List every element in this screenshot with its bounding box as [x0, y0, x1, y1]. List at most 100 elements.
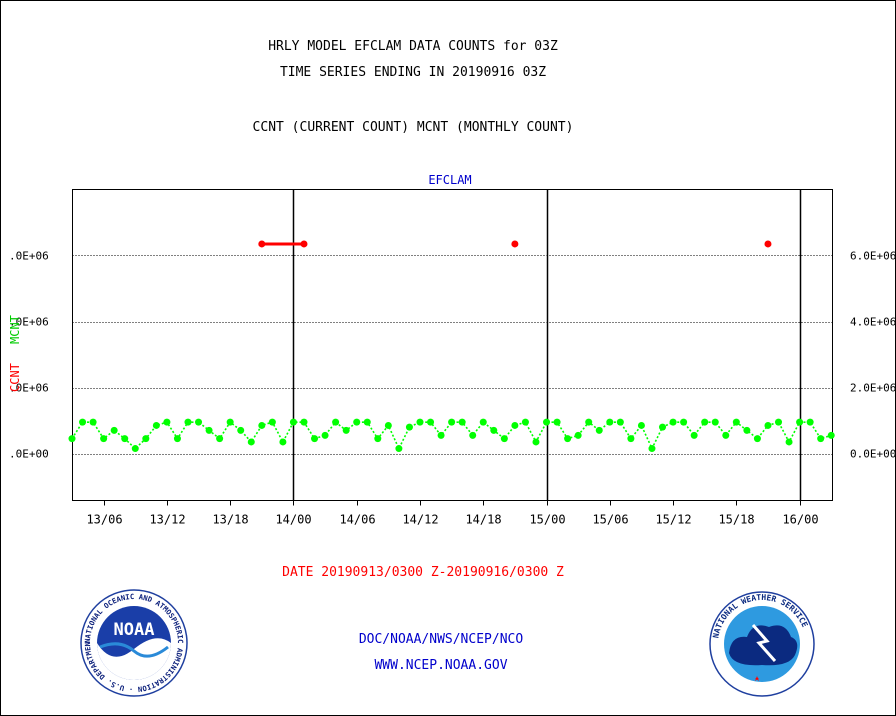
mcnt-point — [332, 418, 340, 426]
mcnt-point — [690, 431, 698, 439]
x-tick-label: 14/18 — [465, 513, 501, 527]
mcnt-point — [585, 418, 593, 426]
mcnt-point — [68, 435, 76, 443]
mcnt-point — [511, 421, 519, 429]
mcnt-point — [543, 418, 551, 426]
noaa-logo: NOAA NATIONAL OCEANIC AND ATMOSPHERIC AD… — [80, 589, 188, 697]
mcnt-point — [574, 431, 582, 439]
mcnt-point — [205, 426, 213, 434]
ccnt-point — [511, 240, 519, 248]
mcnt-point — [490, 426, 498, 434]
mcnt-point — [353, 418, 361, 426]
mcnt-point — [785, 438, 793, 446]
y-tick-label-left: .0E+06 — [9, 382, 49, 395]
mcnt-point — [311, 435, 319, 443]
y-axis-right: 0.0E+00 2.0E+06 4.0E+06 6.0E+06 — [850, 250, 896, 461]
mcnt-point — [363, 418, 371, 426]
y-tick-label-right: 6.0E+06 — [850, 250, 896, 263]
ccnt-point — [764, 240, 772, 248]
x-axis: 13/06 13/12 13/18 14/00 14/06 14/12 14/18 15/00… — [86, 500, 819, 527]
mcnt-point — [427, 418, 435, 426]
y-tick-label-left: .0E+06 — [9, 316, 49, 329]
mcnt-point — [458, 418, 466, 426]
mcnt-line — [71, 420, 832, 451]
ccnt-series — [258, 240, 772, 248]
mcnt-point — [732, 418, 740, 426]
ccnt-point — [300, 240, 308, 248]
org-line: DOC/NOAA/NWS/NCEP/NCO — [358, 632, 524, 647]
mcnt-point — [374, 435, 382, 443]
noaa-logo-text: NOAA — [114, 620, 155, 640]
mcnt-point — [753, 435, 761, 443]
x-tick-label: 14/12 — [402, 513, 438, 527]
x-tick-label: 15/00 — [529, 513, 565, 527]
y-axis-label-ccnt: CCNT — [8, 363, 22, 392]
x-tick-label: 14/00 — [275, 513, 311, 527]
mcnt-point — [437, 431, 445, 439]
mcnt-point — [711, 418, 719, 426]
mcnt-point — [564, 435, 572, 443]
y-axis-left: .0E+00 .0E+06 .0E+06 .0E+06 — [9, 250, 49, 461]
mcnt-point — [121, 435, 129, 443]
mcnt-point — [817, 435, 825, 443]
mcnt-point — [279, 438, 287, 446]
mcnt-point — [469, 431, 477, 439]
mcnt-point — [342, 426, 350, 434]
mcnt-point — [595, 426, 603, 434]
nws-logo: NATIONAL WEATHER SERVICE — [709, 591, 815, 697]
mcnt-point — [79, 418, 87, 426]
mcnt-point — [258, 421, 266, 429]
mcnt-point — [616, 418, 624, 426]
x-tick-label: 15/18 — [718, 513, 754, 527]
chart-title: EFCLAM — [428, 173, 471, 187]
y-tick-label-right: 4.0E+06 — [850, 316, 896, 329]
y-tick-label-left: .0E+06 — [9, 250, 49, 263]
mcnt-point — [226, 418, 234, 426]
mcnt-point — [637, 421, 645, 429]
y-axis-label-mcnt: MCNT — [8, 315, 22, 344]
mcnt-point — [669, 418, 677, 426]
mcnt-point — [627, 435, 635, 443]
mcnt-point — [806, 418, 814, 426]
x-tick-label: 14/06 — [339, 513, 375, 527]
mcnt-point — [216, 435, 224, 443]
page-title: HRLY MODEL EFCLAM DATA COUNTS for 03Z — [268, 39, 558, 54]
mcnt-point — [532, 438, 540, 446]
plot-area — [72, 189, 833, 501]
mcnt-point — [722, 431, 730, 439]
series-legend-text: CCNT (CURRENT COUNT) MCNT (MONTHLY COUNT… — [252, 120, 574, 135]
mcnt-series — [68, 418, 835, 453]
mcnt-point — [648, 445, 656, 453]
day-boundary-lines — [292, 189, 802, 501]
y-tick-label-right: 0.0E+00 — [850, 448, 896, 461]
y-tick-label-right: 2.0E+06 — [850, 382, 896, 395]
mcnt-point — [796, 418, 804, 426]
mcnt-point — [289, 418, 297, 426]
page-subtitle: TIME SERIES ENDING IN 20190916 03Z — [279, 65, 547, 80]
x-tick-label: 15/06 — [592, 513, 628, 527]
mcnt-point — [680, 418, 688, 426]
mcnt-point — [395, 445, 403, 453]
y-tick-label-left: .0E+00 — [9, 448, 49, 461]
mcnt-point — [142, 435, 150, 443]
ncep-url-link[interactable]: WWW.NCEP.NOAA.GOV — [374, 658, 508, 673]
x-tick-label: 13/18 — [212, 513, 248, 527]
x-tick-label: 13/12 — [149, 513, 185, 527]
mcnt-point — [659, 423, 667, 431]
mcnt-point — [237, 426, 245, 434]
mcnt-point — [173, 435, 181, 443]
mcnt-point — [405, 423, 413, 431]
x-tick-label: 13/06 — [86, 513, 122, 527]
mcnt-point — [701, 418, 709, 426]
mcnt-point — [764, 421, 772, 429]
mcnt-point — [89, 418, 97, 426]
mcnt-point — [775, 418, 783, 426]
mcnt-point — [300, 418, 308, 426]
mcnt-point — [100, 435, 108, 443]
date-range: DATE 20190913/0300 Z-20190916/0300 Z — [282, 565, 564, 580]
x-tick-label: 16/00 — [782, 513, 818, 527]
mcnt-point — [384, 421, 392, 429]
mcnt-point — [110, 426, 118, 434]
chart-grid — [72, 255, 833, 455]
mcnt-point — [152, 421, 160, 429]
